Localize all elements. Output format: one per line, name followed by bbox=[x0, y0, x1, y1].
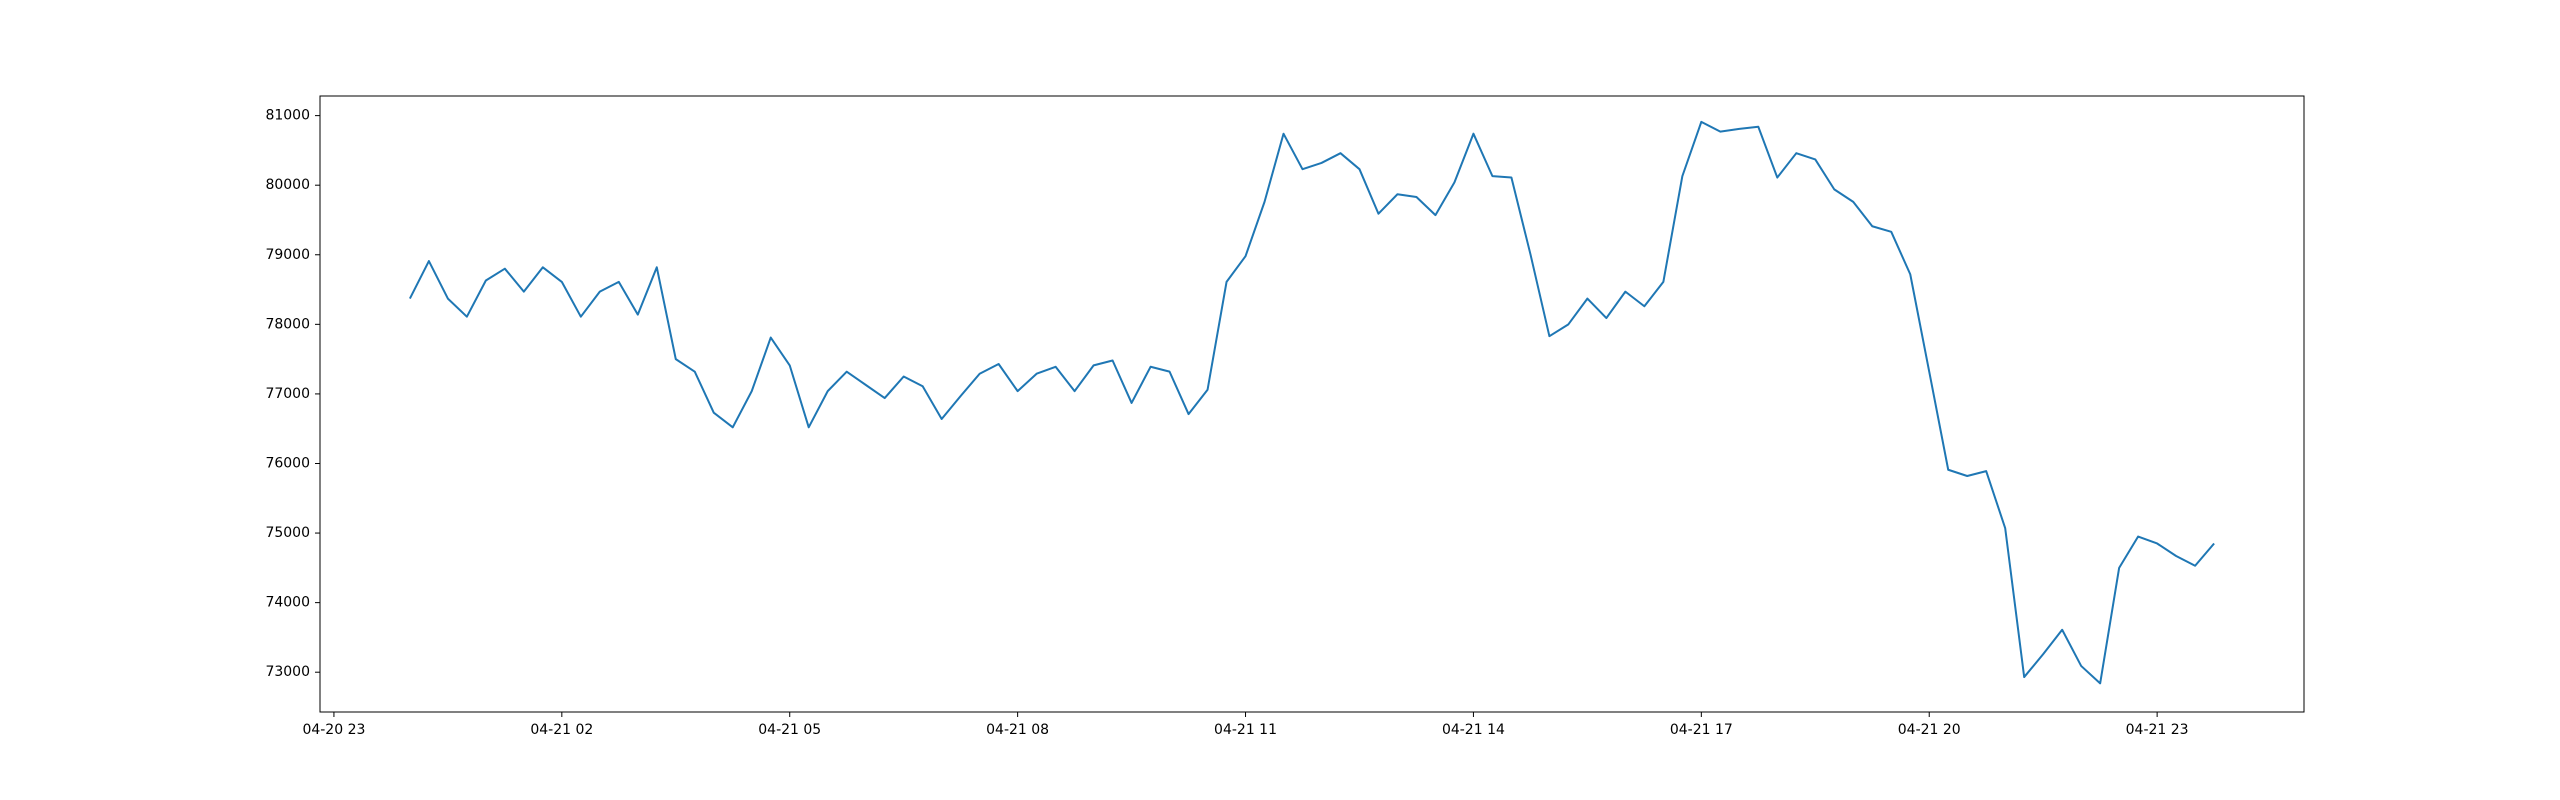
y-tick-label: 74000 bbox=[265, 595, 310, 611]
x-tick-label: 04-21 08 bbox=[986, 722, 1049, 738]
y-tick-label: 79000 bbox=[265, 247, 310, 263]
x-tick-label: 04-21 02 bbox=[530, 722, 593, 738]
x-tick-label: 04-21 05 bbox=[758, 722, 821, 738]
y-tick-label: 78000 bbox=[265, 316, 310, 332]
y-tick-label: 80000 bbox=[265, 177, 310, 193]
y-tick-label: 75000 bbox=[265, 525, 310, 541]
x-tick-label: 04-21 14 bbox=[1442, 722, 1505, 738]
x-tick-label: 04-21 20 bbox=[1898, 722, 1961, 738]
y-tick-label: 77000 bbox=[265, 386, 310, 402]
axes-frame bbox=[319, 95, 2305, 713]
y-tick-label: 73000 bbox=[265, 664, 310, 680]
x-tick-label: 04-21 23 bbox=[2126, 722, 2189, 738]
data-line bbox=[408, 120, 2215, 685]
x-tick-label: 04-21 17 bbox=[1670, 722, 1733, 738]
y-tick-label: 76000 bbox=[265, 455, 310, 471]
x-tick-label: 04-21 11 bbox=[1214, 722, 1277, 738]
y-tick-label: 81000 bbox=[265, 108, 310, 124]
x-tick-label: 04-20 23 bbox=[302, 722, 365, 738]
